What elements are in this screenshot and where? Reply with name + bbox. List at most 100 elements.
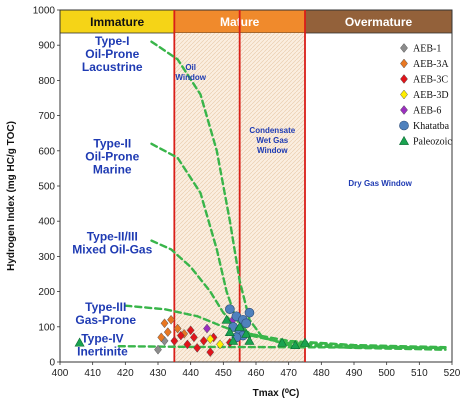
point-aeb-3c-2 bbox=[183, 339, 192, 350]
point-aeb-3a-3 bbox=[167, 314, 175, 325]
kerogen-label-line: Type-IV bbox=[81, 332, 123, 346]
x-tick-label-3: 430 bbox=[150, 368, 167, 379]
point-aeb-3a-1 bbox=[163, 327, 172, 337]
point-paleozoic-7 bbox=[277, 337, 288, 347]
legend-label-5: Khatatba bbox=[413, 121, 450, 132]
x-axis-title: Tmax (⁰C) bbox=[253, 388, 300, 399]
point-aeb-3c-7 bbox=[190, 332, 198, 343]
kerogen-label-line: Marine bbox=[93, 162, 132, 176]
y-tick-label-9: 900 bbox=[38, 41, 55, 52]
x-tick-label-10: 500 bbox=[378, 368, 395, 379]
kerogen-label-4: Type-IV Inertinite bbox=[77, 332, 128, 359]
x-tick-label-11: 510 bbox=[411, 368, 428, 379]
window-label-line: Dry Gas Window bbox=[348, 179, 412, 188]
kerogen-label-line: Oil-Prone bbox=[85, 149, 139, 163]
legend-label-3: AEB-3D bbox=[413, 90, 449, 101]
window-label-line: Wet Gas bbox=[256, 136, 288, 145]
window-label-line: Condensate bbox=[249, 126, 295, 135]
kerogen-label-line: Type-II/III bbox=[87, 230, 138, 244]
point-aeb-3d-1 bbox=[216, 339, 224, 350]
x-tick-label-2: 420 bbox=[117, 368, 134, 379]
point-paleozoic-3 bbox=[228, 335, 239, 345]
window-label-2: Dry Gas Window bbox=[348, 179, 412, 188]
x-axis-ticks: 400 410 420 430 440 450 460 470 480 490 500 510 520 bbox=[52, 362, 461, 379]
x-tick-label-7: 470 bbox=[280, 368, 297, 379]
point-aeb-3c-1 bbox=[176, 330, 185, 341]
kerogen-label-0: Type-I Oil-Prone Lacustrine bbox=[82, 34, 143, 74]
point-aeb-3c-0 bbox=[170, 335, 179, 346]
x-tick-label-1: 410 bbox=[84, 368, 101, 379]
point-aeb-3c-5 bbox=[199, 335, 208, 346]
window-label-1: Condensate Wet Gas Window bbox=[249, 126, 295, 155]
legend-label-0: AEB-1 bbox=[413, 44, 441, 55]
point-aeb-1-0 bbox=[154, 344, 162, 355]
point-paleozoic-0 bbox=[74, 337, 85, 347]
x-tick-label-0: 400 bbox=[52, 368, 69, 379]
guide-curve-1 bbox=[150, 142, 447, 350]
data-points bbox=[74, 304, 311, 358]
point-aeb-3d-0 bbox=[206, 334, 215, 345]
x-tick-label-6: 460 bbox=[248, 368, 265, 379]
window-label-0: Oil Window bbox=[175, 63, 206, 82]
x-tick-label-5: 450 bbox=[215, 368, 232, 379]
kerogen-label-line: Oil-Prone bbox=[85, 47, 139, 61]
point-aeb-3c-4 bbox=[193, 343, 202, 353]
y-tick-label-10: 1000 bbox=[33, 6, 56, 17]
x-tick-label-12: 520 bbox=[444, 368, 461, 379]
kerogen-label-line: Type-III bbox=[85, 300, 126, 314]
y-tick-label-2: 200 bbox=[38, 287, 55, 298]
point-paleozoic-4 bbox=[234, 321, 245, 331]
point-paleozoic-8 bbox=[290, 339, 301, 350]
kerogen-label-line: Inertinite bbox=[77, 345, 128, 359]
kerogen-label-line: Gas-Prone bbox=[75, 313, 136, 327]
x-tick-label-8: 480 bbox=[313, 368, 330, 379]
zone-label-2: Overmature bbox=[345, 15, 413, 29]
kerogen-label-line: Type-I bbox=[95, 34, 129, 48]
point-aeb-3c-3 bbox=[186, 325, 195, 336]
legend-label-6: Paleozoic bbox=[413, 137, 452, 148]
x-tick-label-9: 490 bbox=[346, 368, 363, 379]
y-tick-label-4: 400 bbox=[38, 217, 55, 228]
point-aeb-3a-0 bbox=[160, 318, 169, 329]
point-khatatba-5 bbox=[241, 318, 251, 329]
window-label-line: Oil bbox=[185, 63, 196, 72]
guide-curve-0 bbox=[150, 40, 447, 351]
window-label-line: Window bbox=[175, 73, 206, 82]
y-tick-label-0: 0 bbox=[49, 358, 55, 369]
y-axis-ticks: 0 100 200 300 400 500 600 700 800 900 1000 bbox=[33, 6, 60, 369]
window-fill-1 bbox=[239, 33, 305, 362]
y-tick-label-1: 100 bbox=[38, 322, 55, 333]
point-paleozoic-9 bbox=[299, 337, 311, 347]
y-tick-label-5: 500 bbox=[38, 182, 55, 193]
point-aeb-3a-2 bbox=[157, 332, 166, 343]
y-tick-label-7: 700 bbox=[38, 111, 55, 122]
kerogen-label-line: Type-II bbox=[93, 136, 131, 150]
point-paleozoic-1 bbox=[221, 314, 232, 324]
legend-label-2: AEB-3C bbox=[413, 75, 448, 86]
legend-label-1: AEB-3A bbox=[413, 59, 449, 70]
legend-marker-0 bbox=[400, 43, 408, 53]
legend-label-4: AEB-6 bbox=[413, 106, 441, 117]
point-paleozoic-5 bbox=[241, 328, 252, 338]
point-aeb-3a-4 bbox=[173, 323, 182, 334]
x-tick-label-4: 440 bbox=[182, 368, 199, 379]
guide-curve-4 bbox=[117, 345, 447, 350]
zone-label-0: Immature bbox=[90, 15, 144, 29]
point-paleozoic-2 bbox=[224, 326, 235, 336]
point-aeb-6-0 bbox=[203, 323, 211, 334]
legend-marker-1 bbox=[400, 58, 408, 69]
legend-marker-3 bbox=[400, 89, 408, 100]
kerogen-label-line: Lacustrine bbox=[82, 60, 143, 74]
legend-marker-2 bbox=[400, 74, 408, 84]
y-tick-label-6: 600 bbox=[38, 146, 55, 157]
kerogen-label-2: Type-II/III Mixed Oil-Gas bbox=[72, 230, 152, 257]
y-tick-label-8: 800 bbox=[38, 76, 55, 87]
maturity-zones: ImmatureMatureOvermature bbox=[59, 9, 453, 34]
window-label-line: Window bbox=[257, 146, 288, 155]
legend-marker-6 bbox=[398, 135, 410, 145]
point-khatatba-0 bbox=[225, 304, 235, 315]
kerogen-label-3: Type-III Gas-Prone bbox=[75, 300, 136, 327]
